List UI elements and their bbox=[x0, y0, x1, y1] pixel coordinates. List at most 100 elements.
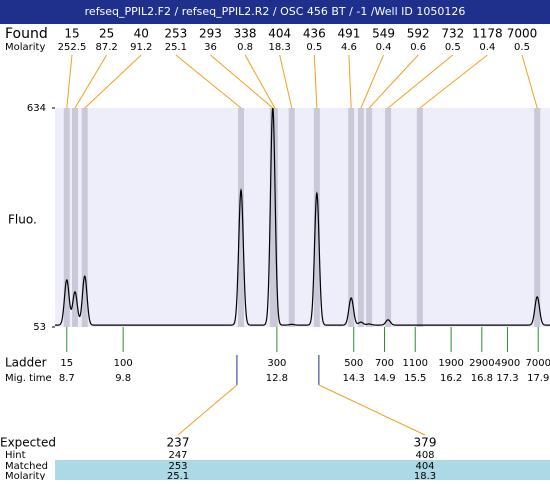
found-size: 404 bbox=[268, 27, 291, 41]
peak-band bbox=[416, 108, 423, 327]
ladder-time: 16.2 bbox=[440, 373, 462, 384]
found-molarity: 18.3 bbox=[269, 42, 291, 53]
peak-connector bbox=[175, 54, 242, 109]
ladder-time: 8.7 bbox=[59, 373, 75, 384]
peak-connector bbox=[387, 54, 454, 109]
ladder-size: 100 bbox=[114, 358, 133, 369]
peak-connector bbox=[279, 54, 293, 109]
peak-band bbox=[71, 108, 78, 327]
peak-band bbox=[63, 108, 70, 327]
y-tick-label: 634 bbox=[27, 103, 46, 114]
expected-molarity: 25.1 bbox=[167, 471, 189, 480]
found-molarity: 0.5 bbox=[306, 42, 322, 53]
ladder-time: 14.9 bbox=[373, 373, 395, 384]
ladder-size: 500 bbox=[344, 358, 363, 369]
peak-connector bbox=[360, 54, 384, 109]
row-label: Expected bbox=[0, 436, 56, 450]
expected-matched: 404 bbox=[415, 461, 434, 472]
found-size: 15 bbox=[64, 27, 79, 41]
found-size: 25 bbox=[99, 27, 114, 41]
found-size: 1178 bbox=[472, 27, 503, 41]
found-molarity: 91.2 bbox=[130, 42, 152, 53]
found-size: 491 bbox=[337, 27, 360, 41]
found-molarity: 0.6 bbox=[410, 42, 426, 53]
ladder-size: 2900 bbox=[469, 358, 494, 369]
peak-band bbox=[288, 108, 295, 327]
found-molarity: 36 bbox=[204, 42, 217, 53]
found-size: 40 bbox=[134, 27, 149, 41]
expected-connector bbox=[177, 384, 238, 436]
peak-band bbox=[313, 108, 320, 327]
peak-connector bbox=[419, 54, 488, 109]
found-molarity: 25.1 bbox=[165, 42, 187, 53]
axis-label: Fluo. bbox=[8, 213, 37, 227]
peak-band bbox=[81, 108, 88, 327]
ladder-size: 700 bbox=[375, 358, 394, 369]
peak-connector bbox=[74, 54, 108, 109]
ladder-size: 1100 bbox=[403, 358, 428, 369]
ladder-time: 12.8 bbox=[266, 373, 288, 384]
peak-connector bbox=[368, 54, 419, 109]
found-molarity: 4.6 bbox=[341, 42, 357, 53]
peak-connector bbox=[348, 54, 352, 109]
ladder-time: 16.8 bbox=[471, 373, 493, 384]
found-size: 253 bbox=[164, 27, 187, 41]
peak-band bbox=[385, 108, 392, 327]
found-molarity: 0.4 bbox=[479, 42, 495, 53]
title: refseq_PPIL2.F2 / refseq_PPIL2.R2 / OSC … bbox=[85, 5, 466, 18]
expected-hint: 247 bbox=[168, 450, 187, 461]
found-size: 293 bbox=[199, 27, 222, 41]
peak-connector bbox=[244, 54, 276, 109]
row-label: Ladder bbox=[5, 356, 47, 370]
found-molarity: 0.4 bbox=[376, 42, 392, 53]
peak-band bbox=[534, 108, 541, 327]
expected-hint: 408 bbox=[415, 450, 434, 461]
expected-size: 237 bbox=[167, 436, 190, 450]
title-bar bbox=[0, 0, 550, 24]
peak-band bbox=[357, 108, 364, 327]
matched-band bbox=[55, 460, 550, 480]
ladder-time: 9.8 bbox=[115, 373, 131, 384]
ladder-size: 7000 bbox=[525, 358, 550, 369]
peak-band bbox=[366, 108, 373, 327]
found-molarity: 0.5 bbox=[445, 42, 461, 53]
found-size: 7000 bbox=[507, 27, 538, 41]
expected-size: 379 bbox=[414, 436, 437, 450]
trace bbox=[55, 108, 550, 326]
found-molarity: 0.8 bbox=[237, 42, 253, 53]
row-label: Molarity bbox=[5, 471, 45, 480]
peak-connector bbox=[313, 54, 318, 109]
ladder-size: 4900 bbox=[495, 358, 520, 369]
ladder-time: 17.9 bbox=[527, 373, 549, 384]
ladder-size: 300 bbox=[267, 358, 286, 369]
row-label: Found bbox=[5, 26, 48, 42]
peak-connector bbox=[66, 54, 73, 109]
peak-connector bbox=[210, 54, 274, 109]
found-size: 592 bbox=[407, 27, 430, 41]
found-size: 549 bbox=[372, 27, 395, 41]
peak-band bbox=[348, 108, 355, 327]
expected-molarity: 18.3 bbox=[414, 471, 436, 480]
y-tick-label: 53 bbox=[33, 322, 46, 333]
found-size: 732 bbox=[441, 27, 464, 41]
found-size: 338 bbox=[234, 27, 257, 41]
expected-connector bbox=[318, 384, 426, 436]
plot-area bbox=[55, 108, 550, 327]
row-label: Mig. time bbox=[5, 373, 52, 384]
found-molarity: 0.5 bbox=[514, 42, 530, 53]
row-label: Matched bbox=[5, 461, 48, 472]
row-label: Molarity bbox=[5, 42, 45, 53]
found-size: 436 bbox=[303, 27, 326, 41]
ladder-time: 14.3 bbox=[343, 373, 365, 384]
peak-band bbox=[271, 108, 278, 327]
found-molarity: 252.5 bbox=[58, 42, 87, 53]
ladder-time: 17.3 bbox=[496, 373, 518, 384]
expected-matched: 253 bbox=[168, 461, 187, 472]
ladder-time: 15.5 bbox=[404, 373, 426, 384]
peak-band bbox=[238, 108, 245, 327]
row-label: Hint bbox=[5, 450, 26, 461]
ladder-size: 15 bbox=[60, 358, 73, 369]
peak-connector bbox=[84, 54, 142, 109]
